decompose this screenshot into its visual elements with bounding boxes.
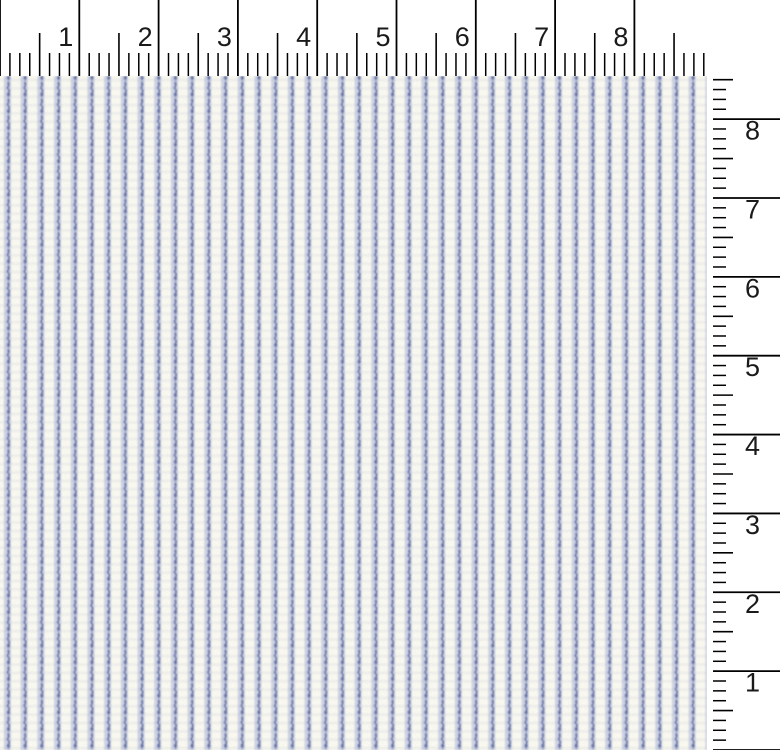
svg-text:5: 5 xyxy=(375,22,390,52)
svg-text:8: 8 xyxy=(745,116,760,146)
svg-text:3: 3 xyxy=(745,510,760,540)
svg-text:2: 2 xyxy=(745,589,760,619)
svg-text:2: 2 xyxy=(138,22,153,52)
svg-text:5: 5 xyxy=(745,352,760,382)
svg-text:7: 7 xyxy=(745,194,760,224)
svg-text:0: 0 xyxy=(745,747,760,750)
svg-text:6: 6 xyxy=(745,273,760,303)
svg-text:3: 3 xyxy=(217,22,232,52)
svg-text:6: 6 xyxy=(455,22,470,52)
svg-text:4: 4 xyxy=(296,22,311,52)
svg-text:7: 7 xyxy=(534,22,549,52)
svg-text:4: 4 xyxy=(745,431,760,461)
svg-text:8: 8 xyxy=(613,22,628,52)
svg-text:1: 1 xyxy=(745,668,760,698)
svg-text:1: 1 xyxy=(58,22,73,52)
